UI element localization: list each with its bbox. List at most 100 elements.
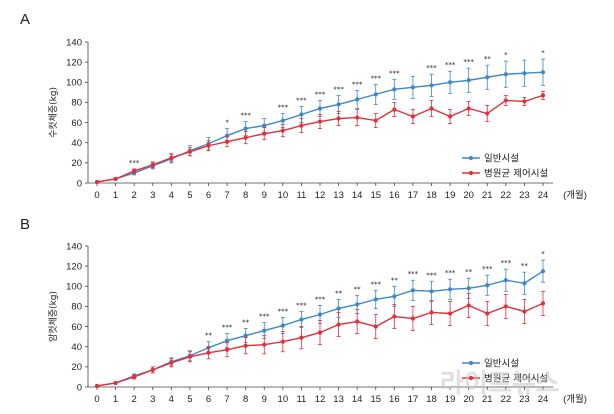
data-point [485,111,490,116]
x-tick-label: 18 [426,394,437,405]
x-tick-label: 9 [262,394,267,405]
data-point [113,380,118,386]
panel-letter: A [20,11,30,28]
y-tick-label: 140 [66,37,82,48]
x-tick-label: 23 [519,394,530,405]
y-tick-label: 80 [71,98,82,109]
significance-marker: * [541,49,545,57]
significance-marker: *** [129,159,140,167]
data-point [317,312,323,317]
y-tick-label: 40 [71,342,82,353]
x-tick-label: 12 [315,190,326,201]
data-point [447,114,453,119]
x-tick-label: 19 [445,190,456,201]
data-point [336,116,341,121]
data-point [373,118,378,123]
y-tick-label: 100 [66,78,82,89]
x-tick-label: 5 [187,190,192,201]
data-point [540,93,546,98]
data-point [466,106,471,111]
watermark: 라이프뉴스 [440,369,560,399]
significance-marker: *** [278,104,289,112]
data-point [169,360,174,365]
x-tick-label: 24 [538,190,549,201]
legend-swatch-marker [468,170,474,176]
data-point [355,97,360,102]
x-tick-label: 11 [296,394,306,405]
significance-marker: *** [352,80,363,88]
significance-marker: *** [371,280,382,288]
significance-marker: *** [371,74,382,82]
data-point [206,143,211,148]
data-point [466,78,471,83]
y-tick-label: 100 [66,282,82,293]
x-tick-label: 20 [463,190,474,201]
data-point [503,98,508,103]
significance-marker: * [504,51,508,59]
data-point [503,278,508,283]
data-point [392,107,397,112]
data-point [206,350,211,355]
data-point [540,301,546,306]
data-point [280,323,285,328]
data-point [355,115,360,120]
x-tick-label: 20 [463,394,474,405]
significance-marker: *** [445,61,456,69]
x-tick-label: 6 [206,394,211,405]
data-point [410,85,416,90]
y-tick-label: 20 [71,362,82,373]
y-tick-label: 60 [71,118,82,129]
data-point [150,162,155,167]
x-tick-label: 15 [370,394,381,405]
data-point [243,343,248,348]
y-axis-title: 수컷체중(kg) [48,87,59,138]
x-tick-label: 1 [113,190,118,201]
x-tick-label: 8 [243,394,248,405]
significance-marker: * [541,250,545,258]
legend-swatch-marker [468,155,474,161]
data-point [262,342,267,347]
data-point [410,114,416,119]
x-tick-label: 18 [426,190,437,201]
data-point [447,311,453,316]
x-tick-label: 19 [445,394,456,405]
legend-label: 일반시설 [484,154,519,165]
x-tick-label: 8 [243,190,248,201]
data-point [485,311,490,316]
data-point [410,316,416,321]
data-point [317,106,323,111]
legend-swatch-marker [468,375,474,381]
x-tick-label: 11 [296,190,306,201]
data-point [392,294,397,299]
data-point [94,179,100,185]
data-point [243,126,248,131]
x-tick-label: 17 [408,394,419,405]
x-tick-label: 13 [333,394,344,405]
x-tick-label: 16 [389,190,400,201]
x-tick-label: 14 [352,190,363,201]
x-axis-title: (개월) [563,393,587,405]
x-tick-label: 10 [278,394,289,405]
x-axis-title: (개월) [563,189,587,201]
significance-marker: *** [463,58,474,66]
data-point [392,87,397,92]
x-tick-label: 3 [150,394,155,405]
x-tick-label: 22 [501,394,512,405]
significance-marker: *** [222,324,233,332]
significance-marker: ** [205,332,213,340]
data-point [243,135,248,140]
x-tick-label: 24 [538,394,549,405]
data-point [224,338,230,343]
data-point [132,168,137,174]
x-tick-label: 10 [278,190,289,201]
data-point [262,123,267,128]
data-point [355,319,360,324]
significance-marker: *** [278,308,289,316]
x-tick-label: 15 [370,190,381,201]
significance-marker: ** [521,262,529,270]
data-point [355,302,360,307]
x-tick-label: 7 [224,394,229,405]
data-point [317,119,323,124]
